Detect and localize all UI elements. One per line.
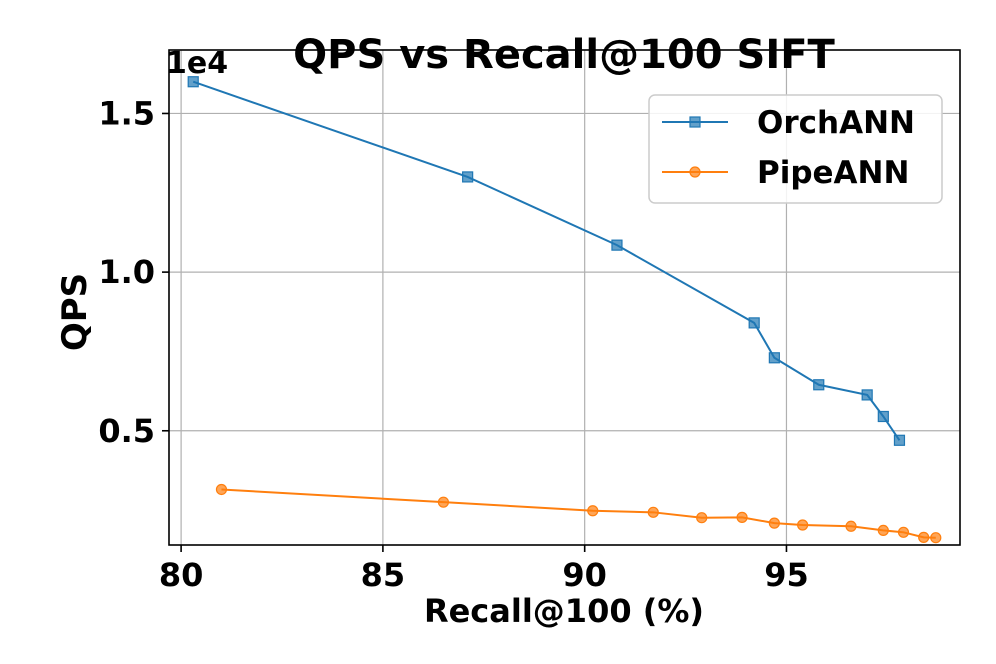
orchann-point	[861, 389, 873, 401]
pipeann-point	[768, 517, 780, 529]
orchann-point	[611, 239, 623, 251]
pipeann-point	[918, 531, 930, 543]
pipeann-point	[845, 520, 857, 532]
x-tick-label: 90	[562, 556, 607, 594]
orchann-series	[187, 76, 906, 446]
pipeann-point	[877, 524, 889, 537]
x-tick-label: 95	[764, 556, 809, 594]
pipeann-point	[696, 512, 708, 524]
chart-title: QPS vs Recall@100 SIFT	[293, 32, 835, 78]
pipeann-line	[221, 488, 936, 539]
pipeann-point	[930, 532, 942, 544]
orchann-point	[462, 171, 474, 183]
x-axis: 80 85 90 95	[159, 545, 809, 594]
legend-label-pipeann: PipeANN	[757, 155, 909, 191]
legend-marker-orchann	[689, 116, 701, 128]
pipeann-point	[587, 505, 599, 517]
orchann-point	[748, 317, 760, 329]
legend-marker-pipeann	[689, 166, 701, 178]
legend-label-orchann: OrchANN	[757, 105, 915, 141]
pipeann-point	[437, 496, 450, 508]
legend-item-pipeann: PipeANN	[662, 155, 909, 191]
y-tick-label: 1.5	[98, 94, 155, 132]
y-scale-label: 1e4	[166, 46, 228, 81]
legend-item-orchann: OrchANN	[662, 105, 915, 141]
y-tick-label: 1.0	[98, 253, 155, 291]
pipeann-point	[647, 506, 659, 518]
pipeann-point	[736, 511, 748, 523]
orchann-point	[187, 76, 199, 88]
x-axis-label: Recall@100 (%)	[424, 592, 704, 630]
y-axis-label: QPS	[55, 273, 95, 351]
pipeann-series	[215, 483, 942, 544]
y-tick-label: 0.5	[98, 412, 155, 450]
orchann-point	[768, 352, 780, 364]
pipeann-point	[797, 519, 809, 531]
pipeann-point	[215, 483, 228, 496]
plot-frame	[168, 49, 961, 546]
x-tick-label: 80	[159, 556, 204, 594]
pipeann-point	[897, 526, 910, 538]
orchann-point	[893, 434, 906, 446]
series-layer	[187, 76, 942, 544]
y-axis: 0.5 1.0 1.5	[98, 94, 169, 450]
legend: OrchANN PipeANN	[648, 94, 943, 204]
orchann-point	[877, 410, 889, 423]
orchann-point	[813, 379, 825, 391]
x-tick-label: 85	[361, 556, 406, 594]
